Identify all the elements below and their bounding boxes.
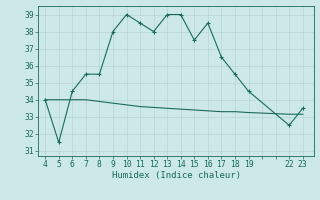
X-axis label: Humidex (Indice chaleur): Humidex (Indice chaleur) — [111, 171, 241, 180]
